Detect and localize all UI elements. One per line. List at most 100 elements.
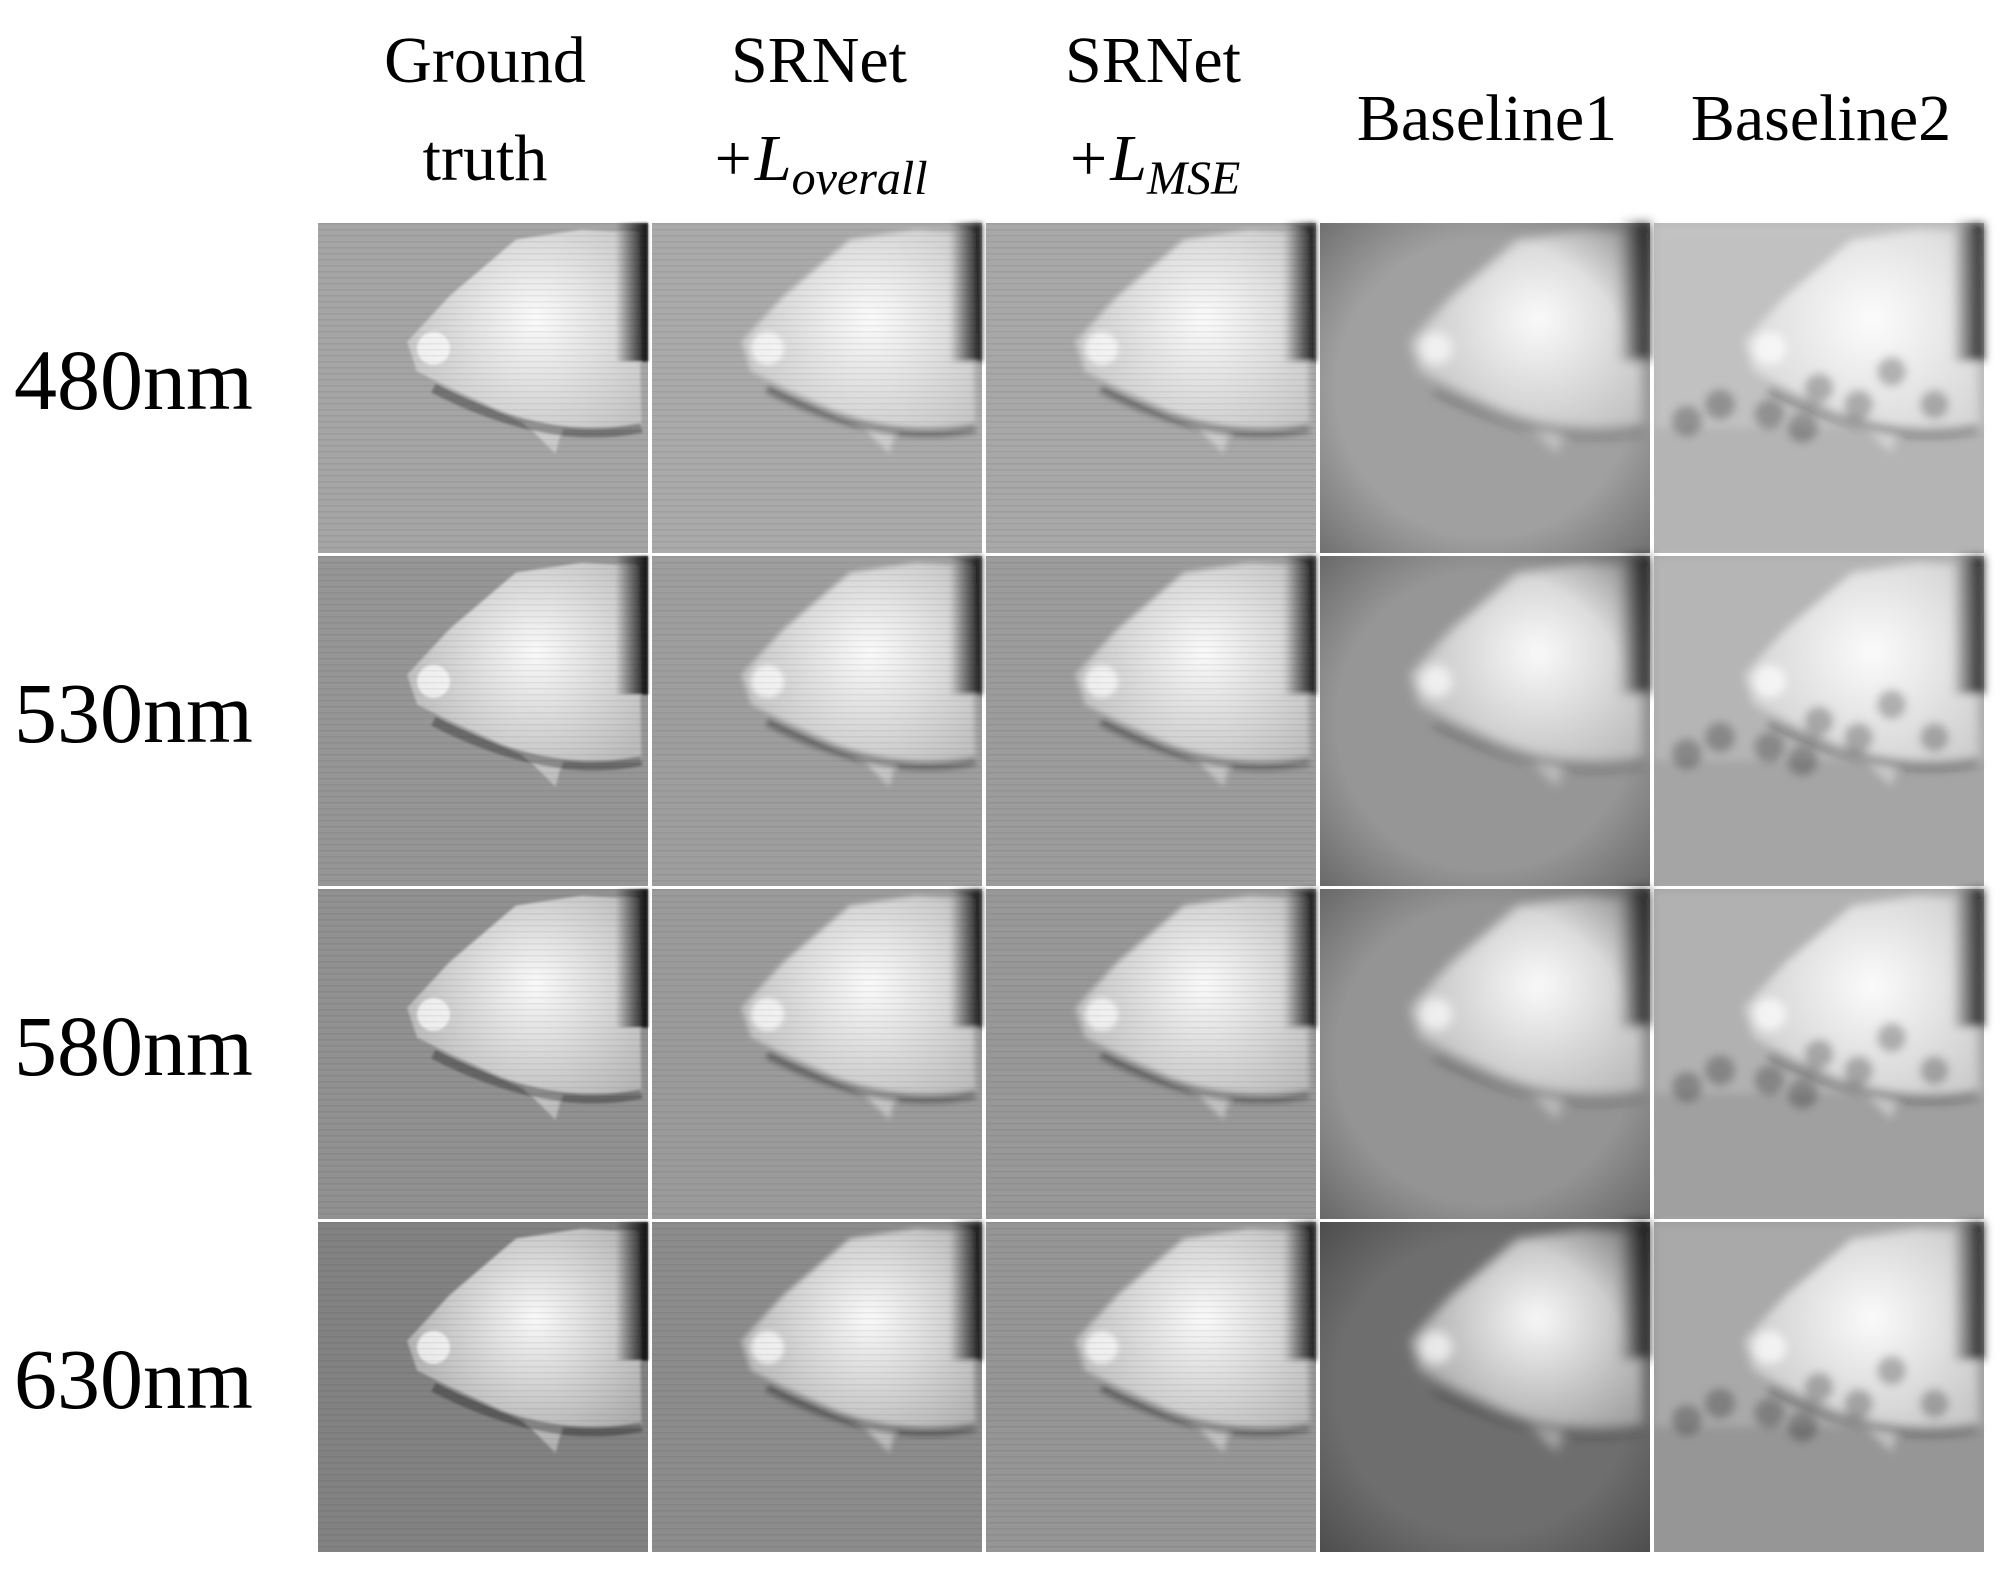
image-stripes	[652, 223, 982, 553]
image-blob	[1743, 229, 1978, 454]
image-blotch	[1787, 745, 1818, 776]
image-blotch	[1787, 1411, 1818, 1442]
image-cell	[1320, 889, 1650, 1219]
image-blotch	[1672, 1405, 1702, 1435]
image-blotch	[1787, 1078, 1818, 1109]
image-content	[1672, 889, 1984, 1120]
row-label: 630nm	[14, 1331, 253, 1427]
image-dark-corner	[1951, 223, 1984, 362]
image-cell	[1654, 556, 1984, 886]
image-blotch	[1876, 356, 1907, 387]
image-cell	[986, 556, 1316, 886]
math-subscript: overall	[792, 152, 928, 205]
image-stripes	[986, 223, 1316, 553]
column-header: Ground	[384, 24, 586, 97]
image-blotch	[1843, 389, 1874, 420]
image-blotch	[1804, 1372, 1834, 1402]
image-shadow	[1767, 1382, 1979, 1437]
image-stripes	[986, 1222, 1316, 1552]
column-header-math: +Loverall	[710, 122, 927, 205]
image-cell	[1654, 889, 1984, 1219]
image-stripes	[986, 556, 1316, 886]
image-cell	[1654, 223, 1984, 553]
image-blob	[1743, 895, 1978, 1120]
column-header: Baseline2	[1691, 82, 1951, 155]
image-blotch	[1843, 1388, 1874, 1419]
image-cell	[986, 1222, 1316, 1552]
image-cell	[318, 1222, 648, 1552]
row-label: 530nm	[14, 665, 253, 761]
image-highlight	[1753, 997, 1786, 1031]
image-content	[1672, 223, 1984, 454]
image-dark-corner	[1951, 1222, 1984, 1361]
image-blotch	[1672, 739, 1702, 769]
image-shadow	[1767, 1049, 1979, 1104]
image-cell	[652, 556, 982, 886]
image-blotch	[1754, 732, 1785, 763]
image-stripes	[652, 556, 982, 886]
column-header-math: +LMSE	[1066, 122, 1241, 205]
image-blotch	[1804, 706, 1834, 736]
image-blob	[1743, 1228, 1978, 1453]
image-cell	[1320, 556, 1650, 886]
image-content	[1672, 1222, 1984, 1453]
row-label: 480nm	[14, 332, 253, 428]
image-cell	[318, 556, 648, 886]
image-blotch	[1919, 1388, 1950, 1419]
image-blotch	[1672, 1072, 1702, 1102]
image-cell	[1320, 223, 1650, 553]
image-cell	[652, 889, 982, 1219]
math-base: +L	[1066, 122, 1147, 195]
image-blotch	[1705, 389, 1735, 420]
image-cell	[1654, 1222, 1984, 1552]
image-cell	[318, 889, 648, 1219]
column-header: Baseline1	[1357, 82, 1617, 155]
image-blotch	[1705, 1388, 1735, 1419]
image-blotch	[1876, 689, 1907, 720]
image-blotch	[1919, 722, 1950, 753]
image-content	[1672, 556, 1984, 787]
image-blotch	[1705, 1055, 1735, 1086]
column-header: truth	[423, 122, 548, 195]
image-cell	[318, 223, 648, 553]
image-dark-corner	[1951, 556, 1984, 695]
image-stripes	[318, 889, 648, 1219]
image-blob	[1743, 562, 1978, 787]
image-blotch	[1843, 722, 1874, 753]
column-header: SRNet	[731, 24, 907, 97]
image-vignette	[1320, 556, 1650, 886]
image-cell	[652, 223, 982, 553]
math-base: +L	[710, 122, 791, 195]
image-blotch	[1919, 1055, 1950, 1086]
image-shadow	[1767, 716, 1979, 771]
image-blotch	[1754, 1065, 1785, 1096]
image-cell	[652, 1222, 982, 1552]
image-stripes	[986, 889, 1316, 1219]
image-highlight	[1753, 331, 1786, 365]
image-blotch	[1754, 399, 1785, 430]
image-shadow	[1767, 383, 1979, 438]
image-vignette	[1320, 889, 1650, 1219]
math-subscript: MSE	[1146, 152, 1240, 205]
image-cell	[986, 889, 1316, 1219]
image-blotch	[1787, 412, 1818, 443]
image-highlight	[1753, 664, 1786, 698]
image-highlight	[1753, 1330, 1786, 1364]
image-cell	[1320, 1222, 1650, 1552]
image-blotch	[1876, 1355, 1907, 1386]
image-blotch	[1804, 373, 1834, 403]
image-dark-corner	[1951, 889, 1984, 1028]
image-blotch	[1876, 1022, 1907, 1053]
image-stripes	[652, 889, 982, 1219]
image-blotch	[1804, 1039, 1834, 1069]
image-blotch	[1754, 1398, 1785, 1429]
row-label: 580nm	[14, 998, 253, 1094]
image-blotch	[1843, 1055, 1874, 1086]
image-stripes	[318, 223, 648, 553]
image-blotch	[1672, 406, 1702, 436]
image-cell	[986, 223, 1316, 553]
image-vignette	[1320, 223, 1650, 553]
image-stripes	[318, 1222, 648, 1552]
image-blotch	[1705, 722, 1735, 753]
